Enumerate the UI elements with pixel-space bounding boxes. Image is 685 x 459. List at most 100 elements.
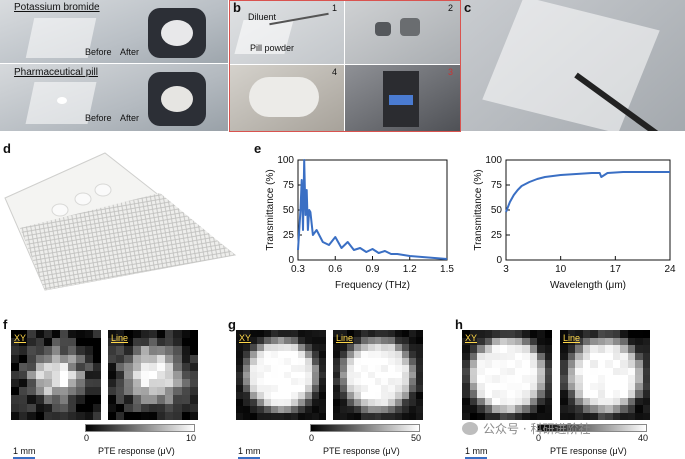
heatmap-cell — [124, 354, 133, 363]
heatmap-cell — [544, 330, 552, 338]
label-g-xy: XY — [239, 333, 252, 343]
heatmap-cell — [522, 337, 530, 345]
heatmap-cell — [333, 357, 340, 365]
heatmap-cell — [284, 350, 292, 358]
heatmap-cell — [270, 399, 278, 407]
heatmap-cell — [529, 375, 537, 383]
scale-g: 1 mm — [238, 446, 261, 456]
heatmap-cell — [108, 330, 117, 339]
cbar-f-label: PTE response (μV) — [98, 446, 175, 456]
heatmap-cell — [333, 378, 340, 386]
heatmap-cell — [312, 364, 320, 372]
heatmap-cell — [544, 360, 552, 368]
heatmap-cell — [360, 385, 368, 393]
heatmap-cell — [277, 343, 285, 351]
heatmap-cell — [140, 354, 149, 363]
heatmap-cell — [499, 345, 507, 353]
heatmap-cell — [635, 412, 643, 420]
heatmap-cell — [11, 395, 20, 404]
heatmap-cell — [590, 367, 598, 375]
heatmap-cell — [529, 352, 537, 360]
x-tick-label: 17 — [610, 264, 622, 275]
heatmap-cell — [353, 343, 361, 351]
heatmap-cell — [635, 397, 643, 405]
heatmap-cell — [582, 367, 590, 375]
heatmap-cell — [544, 390, 552, 398]
heatmap-cell — [537, 352, 545, 360]
heatmap-cell — [11, 403, 20, 412]
heatmap-cell — [374, 378, 382, 386]
heatmap-cell — [642, 360, 650, 368]
heatmap-cell — [236, 406, 243, 414]
label-g-line: Line — [336, 333, 354, 343]
heatmap-cell — [353, 336, 361, 344]
heatmap-cell — [291, 392, 299, 400]
heatmap-cell — [477, 360, 485, 368]
heatmap-cell — [612, 360, 620, 368]
heatmap-cell — [499, 412, 507, 420]
heatmap-cell — [560, 367, 568, 375]
heatmap-cell — [620, 405, 628, 413]
heatmap-cell — [108, 395, 117, 404]
heatmap-cell — [140, 395, 149, 404]
x-axis-label: Frequency (THz) — [335, 280, 410, 291]
heatmap-cell — [140, 346, 149, 355]
heatmap-cell — [60, 346, 69, 355]
heatmap-cell — [402, 399, 410, 407]
heatmap-cell — [284, 406, 292, 414]
heatmap-cell — [522, 345, 530, 353]
heatmap-cell — [333, 413, 340, 420]
heatmap-cell — [560, 397, 568, 405]
heatmap-cell — [590, 390, 598, 398]
heatmap-cell — [132, 362, 141, 371]
heatmap-cell — [381, 350, 389, 358]
step-3: 3 — [448, 67, 454, 77]
heatmap-cell — [416, 350, 423, 358]
heatmap-cell — [477, 345, 485, 353]
x-tick-label: 10 — [555, 264, 567, 275]
heatmap-cell — [277, 378, 285, 386]
heatmap-cell — [462, 412, 470, 420]
heatmap-cell — [469, 367, 477, 375]
heatmap-cell — [360, 336, 368, 344]
heatmap-cell — [477, 367, 485, 375]
heatmap-cell — [605, 382, 613, 390]
heatmap-cell — [416, 413, 423, 420]
heatmap-cell — [173, 338, 182, 347]
heatmap-cell — [242, 357, 250, 365]
heatmap-cell — [277, 357, 285, 365]
colorbar-g — [310, 424, 420, 432]
heatmap-cell — [346, 392, 354, 400]
heatmap-cell — [319, 350, 326, 358]
heatmap-cell — [298, 343, 306, 351]
heatmap-cell — [582, 337, 590, 345]
heatmap-cell — [305, 392, 313, 400]
heatmap-cell — [19, 411, 28, 420]
kbr-title: Potassium bromide — [14, 2, 100, 13]
heatmap-cell — [305, 350, 313, 358]
heatmap-cell — [157, 387, 166, 396]
heatmap-cell — [181, 330, 190, 339]
heatmap-cell — [51, 362, 61, 371]
heatmap-cell — [360, 343, 368, 351]
panel-label-d: d — [3, 141, 11, 156]
heatmap-cell — [612, 352, 620, 360]
heatmap-cell — [529, 345, 537, 353]
heatmap-cell — [590, 337, 598, 345]
heatmap-cell — [68, 395, 77, 404]
heatmap-cell — [298, 350, 306, 358]
heatmap-cell — [620, 375, 628, 383]
heatmap-cell — [19, 330, 28, 339]
heatmap-cell — [43, 403, 52, 412]
heatmap-cell — [395, 399, 403, 407]
heatmap-cell — [236, 399, 243, 407]
heatmap-cell — [374, 336, 382, 344]
heatmap-cell — [277, 413, 285, 420]
heatmap-cell — [333, 399, 340, 407]
heatmap-cell — [305, 336, 313, 344]
heatmap-cell — [43, 387, 52, 396]
heatmap-cell — [360, 357, 368, 365]
x-tick-label: 1.5 — [440, 264, 454, 275]
heatmap-cell — [620, 345, 628, 353]
heatmap-cell — [590, 330, 598, 338]
